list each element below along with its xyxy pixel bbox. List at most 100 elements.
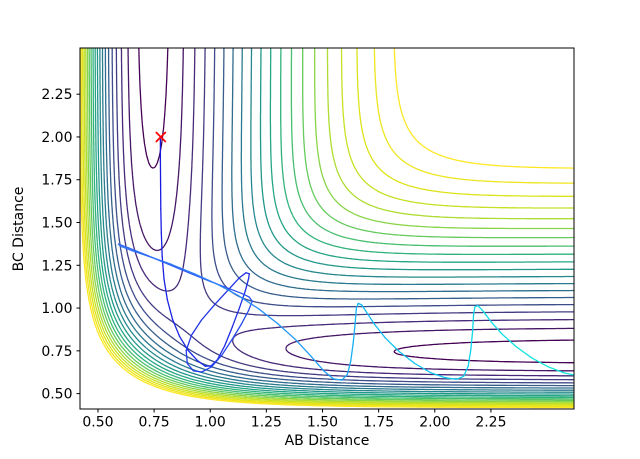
trajectory-segment: [470, 329, 474, 350]
x-tick-label: 2.00: [419, 415, 450, 431]
y-tick-label: 1.00: [41, 301, 72, 317]
trajectory-segment: [192, 370, 203, 373]
x-tick-label: 0.75: [139, 415, 170, 431]
y-tick-label: 0.75: [41, 344, 72, 360]
contour-level-line: [80, 48, 574, 408]
trajectory-segment: [210, 354, 223, 368]
trajectory-segment: [257, 308, 279, 325]
trajectory-segment: [201, 366, 213, 373]
trajectory-segment: [444, 377, 457, 381]
trajectory-segment: [490, 321, 504, 336]
trajectory-segment: [501, 333, 517, 348]
axis-ticks: 0.50 0.75 1.00 1.25 1.50 1.75 2.00 2.25 0.50 0.75…: [41, 87, 506, 430]
contour-level-line: [127, 48, 574, 372]
trajectory-segment: [171, 318, 181, 337]
trajectory-segment: [515, 345, 533, 359]
trajectory-segment: [341, 373, 349, 381]
trajectory-segment: [373, 323, 386, 339]
trajectory-segment: [238, 290, 246, 309]
y-tick-label: 1.75: [41, 173, 72, 189]
trajectory-segment: [477, 305, 484, 312]
trajectory-segment: [384, 337, 400, 353]
trajectory-segment: [214, 289, 229, 306]
trajectory-segment: [463, 365, 469, 377]
trajectory-segment: [227, 277, 240, 291]
trajectory-segment: [160, 208, 162, 234]
x-axis-label: AB Distance: [285, 433, 370, 449]
y-tick-label: 1.25: [41, 258, 72, 274]
trajectory-segment: [472, 305, 476, 315]
trajectory-segment: [170, 263, 196, 275]
x-tick-label: 0.50: [82, 415, 113, 431]
trajectory-segment: [276, 322, 297, 341]
contour-level-line: [88, 48, 574, 401]
trajectory-segment: [160, 232, 163, 258]
trajectory-segment: [187, 349, 199, 362]
contour-level-line: [120, 48, 574, 377]
trajectory-segment: [247, 273, 250, 280]
x-tick-label: 2.25: [475, 415, 506, 431]
trajectory-segment: [216, 345, 226, 361]
trajectory-segment: [472, 313, 475, 331]
trajectory-segment: [482, 310, 493, 324]
trajectory-segment: [240, 292, 250, 298]
contour-level-line: [85, 48, 574, 404]
trajectory-line: [117, 136, 574, 381]
contour-level-line: [83, 48, 574, 405]
trajectory-segment: [185, 334, 193, 352]
trajectory-segment: [149, 256, 172, 265]
y-axis-label: BC Distance: [11, 187, 27, 272]
trajectory-segment: [216, 283, 239, 297]
trajectory-segment: [231, 307, 241, 328]
trajectory-segment: [357, 302, 363, 306]
trajectory-segment: [238, 272, 247, 279]
contour-level-line: [138, 48, 574, 364]
contour-level-line: [96, 48, 574, 395]
x-tick-label: 1.50: [307, 415, 338, 431]
trajectory-segment: [530, 357, 550, 368]
trajectory-segment: [220, 339, 233, 357]
trajectory-segment: [310, 355, 325, 372]
trajectory-segment: [294, 339, 312, 358]
trajectory-segment: [398, 350, 416, 365]
trajectory-segment: [429, 371, 446, 379]
trajectory-segment: [237, 294, 260, 310]
trajectory-segment: [197, 360, 206, 367]
trajectory-segment: [414, 362, 432, 374]
trajectory-segment: [131, 249, 151, 258]
trajectory-segment: [354, 307, 358, 325]
trajectory-segment: [161, 256, 165, 280]
contour-level-line: [101, 48, 574, 391]
trajectory-segment: [185, 349, 188, 365]
trajectory-segment: [332, 378, 343, 381]
y-tick-label: 1.50: [41, 216, 72, 232]
trajectory-segment: [467, 348, 472, 367]
trajectory-segment: [323, 370, 335, 380]
trajectory-segment: [223, 326, 233, 347]
contour-level-line: [115, 48, 574, 381]
trajectory-segment: [240, 309, 250, 325]
trajectory-segment: [361, 304, 368, 313]
contour-level-line: [92, 48, 574, 399]
contour-level-line: [111, 48, 574, 384]
y-tick-label: 0.50: [41, 387, 72, 403]
y-tick-label: 2.00: [41, 130, 72, 146]
trajectory-segment: [455, 375, 465, 381]
trajectory-segment: [248, 296, 253, 302]
contour-level-line: [81, 48, 574, 406]
trajectory-segment: [227, 287, 243, 294]
trajectory-segment: [186, 362, 195, 372]
start-marker-x: [155, 131, 167, 143]
trajectory-segment: [163, 278, 168, 301]
x-tick-label: 1.00: [195, 415, 226, 431]
plot-border: [79, 47, 575, 410]
x-tick-label: 1.75: [363, 415, 394, 431]
contour-level-line: [107, 48, 574, 387]
x-tick-label: 1.25: [251, 415, 282, 431]
trajectory-segment: [352, 322, 356, 343]
trajectory-segment: [346, 360, 352, 376]
contour-layer: [80, 48, 574, 409]
start-marker-stroke: [155, 131, 167, 143]
